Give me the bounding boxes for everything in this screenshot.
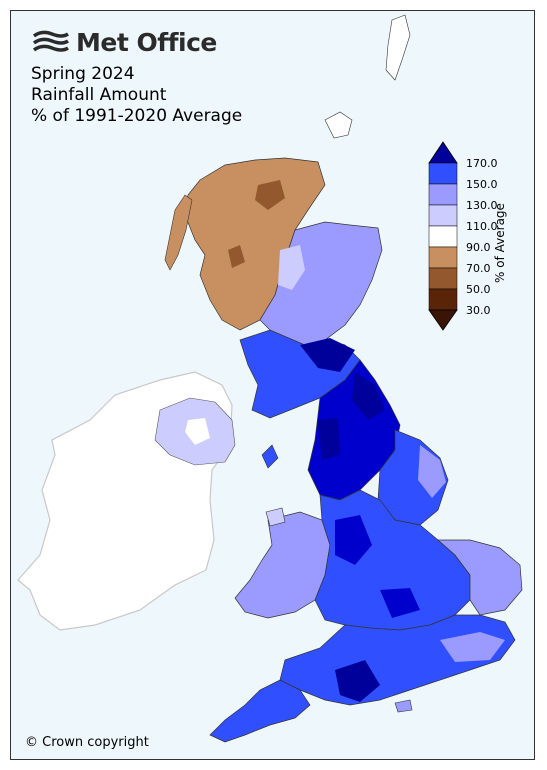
southwest-peninsula <box>209 679 311 743</box>
colorbar-min-arrow <box>428 309 458 331</box>
title-variable: Rainfall Amount <box>31 85 167 105</box>
colorbar-band-70-90 <box>428 246 458 269</box>
title-season: Spring 2024 <box>31 64 135 84</box>
outer-hebrides <box>164 194 193 271</box>
colorbar-tick-label: 170.0 <box>466 157 498 170</box>
scotland-borders-wet <box>300 338 355 372</box>
brand-name: Met Office <box>76 28 217 57</box>
south-wet <box>335 660 380 702</box>
scotland-highlands-darker <box>228 180 285 268</box>
colorbar-axis-label: % of Average <box>493 203 507 283</box>
isle-of-wight <box>394 699 413 713</box>
colorbar-band-110-130 <box>428 204 458 227</box>
arran <box>261 444 279 469</box>
scotland-east-pale <box>278 245 305 290</box>
northern-ireland-lough <box>185 418 210 445</box>
colorbar-band-90-110 <box>428 225 458 248</box>
colorbar-band-150-170 <box>428 162 458 185</box>
orkney-islands <box>324 111 353 139</box>
northeast-wet <box>318 372 385 460</box>
copyright-notice: © Crown copyright <box>25 735 149 750</box>
colorbar-tick-label: 110.0 <box>466 220 498 233</box>
title-baseline: % of 1991-2020 Average <box>31 106 243 126</box>
colorbar-tick-label: 50.0 <box>466 283 491 296</box>
colorbar-max-arrow <box>428 141 458 164</box>
midlands-wet <box>335 515 420 618</box>
shetland-islands <box>385 14 411 81</box>
southeast-pale <box>440 632 505 662</box>
colorbar-tick-label: 150.0 <box>466 178 498 191</box>
colorbar-tick-label: 130.0 <box>466 199 498 212</box>
east-coast-pale <box>418 445 446 498</box>
anglesey <box>265 507 286 527</box>
colorbar-tick-label: 90.0 <box>466 241 491 254</box>
colorbar-band-50-70 <box>428 267 458 290</box>
colorbar <box>428 141 458 331</box>
colorbar-tick-label: 70.0 <box>466 262 491 275</box>
met-office-logo: Met Office <box>32 28 217 57</box>
met-office-swirl-icon <box>32 30 69 52</box>
colorbar-band-130-150 <box>428 183 458 206</box>
east-anglia <box>437 539 523 616</box>
colorbar-tick-label: 30.0 <box>466 304 491 317</box>
colorbar-band-30-50 <box>428 288 458 311</box>
